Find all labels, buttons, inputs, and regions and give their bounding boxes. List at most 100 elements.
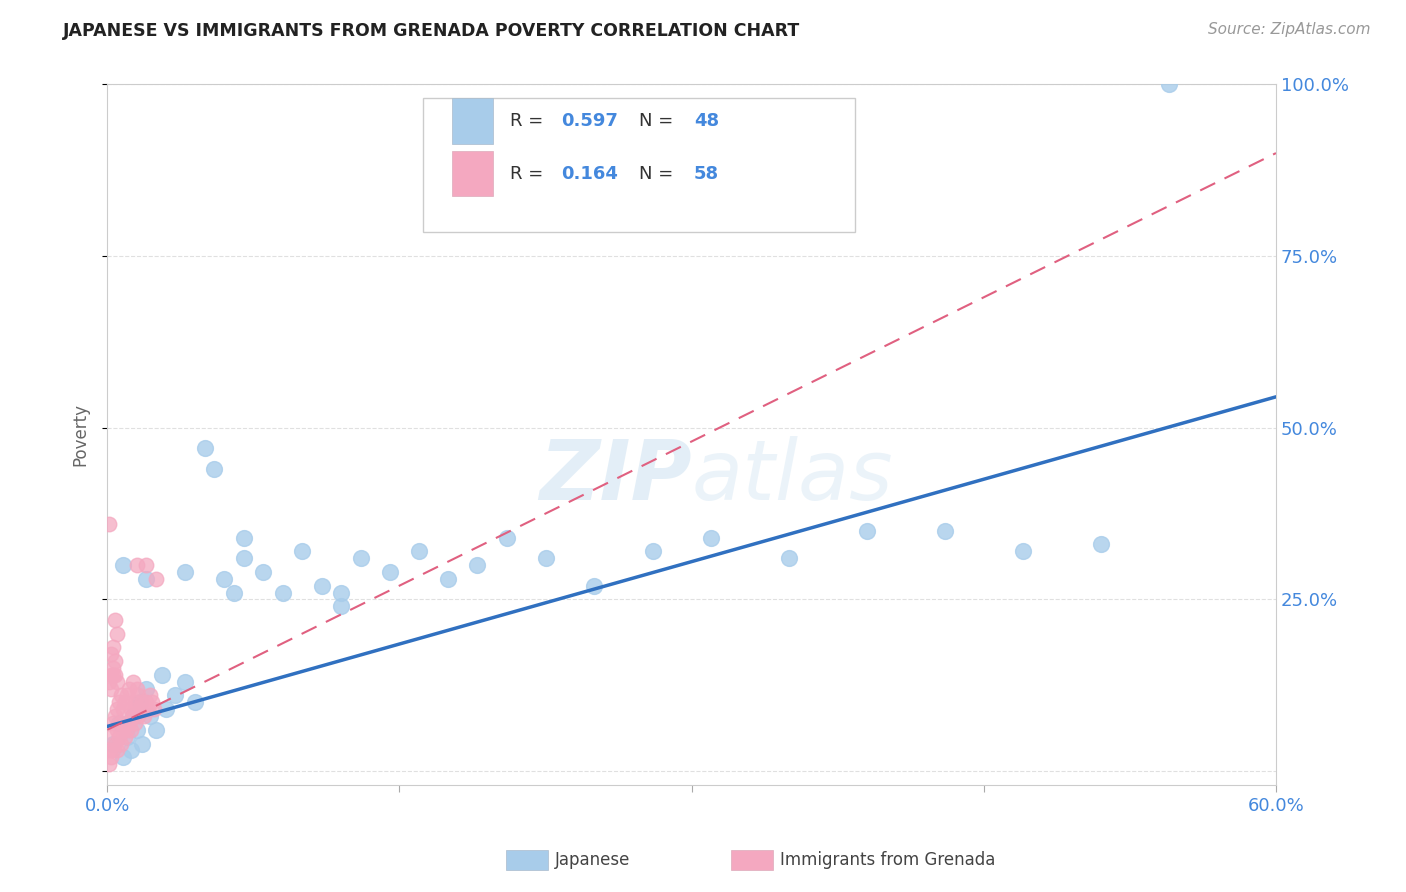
Point (104, 709, 127, 723)
Point (129, 702, 152, 716)
Point (145, 723, 167, 737)
Point (174, 674, 197, 689)
Point (232, 551, 254, 566)
Point (125, 723, 148, 737)
Text: Japanese: Japanese (555, 851, 631, 869)
Text: N =: N = (640, 165, 679, 183)
Point (105, 723, 128, 737)
Point (165, 689, 187, 703)
Point (101, 737, 124, 751)
Point (98, 743, 121, 757)
Point (100, 648, 122, 662)
Point (129, 695, 152, 709)
Text: 48: 48 (695, 112, 718, 130)
Point (330, 585, 353, 599)
Point (101, 661, 124, 675)
Point (110, 737, 132, 751)
Point (124, 695, 146, 709)
Point (125, 681, 148, 696)
Point (108, 730, 131, 744)
Point (135, 558, 157, 572)
Point (330, 599, 353, 614)
Point (104, 654, 127, 668)
Point (100, 681, 122, 696)
Point (271, 585, 294, 599)
Point (222, 585, 245, 599)
Point (204, 462, 226, 476)
FancyBboxPatch shape (423, 98, 855, 232)
Point (534, 551, 557, 566)
Text: JAPANESE VS IMMIGRANTS FROM GRENADA POVERTY CORRELATION CHART: JAPANESE VS IMMIGRANTS FROM GRENADA POVE… (63, 22, 800, 40)
Point (1157, 78, 1180, 92)
Text: R =: R = (510, 112, 550, 130)
Text: 0.597: 0.597 (561, 112, 617, 130)
Point (108, 695, 131, 709)
Point (252, 565, 274, 579)
Text: atlas: atlas (692, 436, 893, 517)
Point (115, 730, 138, 744)
Point (232, 531, 254, 545)
Point (778, 551, 800, 566)
Point (135, 695, 157, 709)
Point (115, 689, 138, 703)
Text: Immigrants from Grenada: Immigrants from Grenada (780, 851, 995, 869)
Point (700, 531, 723, 545)
Point (111, 558, 134, 572)
Point (111, 702, 134, 716)
Point (110, 715, 132, 730)
Point (311, 579, 333, 593)
FancyBboxPatch shape (453, 98, 494, 144)
Point (291, 544, 314, 558)
Point (184, 695, 207, 709)
Point (125, 558, 148, 572)
Point (641, 544, 664, 558)
Point (121, 709, 143, 723)
Point (98, 516, 121, 531)
Point (194, 442, 217, 456)
Point (108, 715, 131, 730)
Point (104, 737, 127, 751)
Point (104, 668, 127, 682)
Point (437, 572, 460, 586)
Point (135, 572, 157, 586)
Point (1011, 544, 1033, 558)
Point (118, 681, 141, 696)
Point (98, 757, 121, 772)
Point (105, 626, 128, 640)
Point (104, 613, 127, 627)
Point (212, 572, 235, 586)
Point (127, 689, 149, 703)
Point (139, 689, 162, 703)
Point (101, 715, 124, 730)
Point (145, 572, 167, 586)
Point (114, 695, 136, 709)
Point (174, 565, 197, 579)
Text: Source: ZipAtlas.com: Source: ZipAtlas.com (1208, 22, 1371, 37)
Point (150, 668, 173, 682)
Text: R =: R = (510, 165, 550, 183)
Point (111, 723, 134, 737)
Text: 58: 58 (695, 165, 718, 183)
Point (141, 695, 163, 709)
Point (118, 715, 141, 730)
Point (105, 702, 128, 716)
Point (349, 551, 371, 566)
Point (105, 743, 128, 757)
Point (101, 668, 124, 682)
Point (98, 674, 121, 689)
Point (583, 579, 606, 593)
Point (114, 730, 136, 744)
Point (124, 715, 146, 730)
Point (120, 723, 142, 737)
Point (100, 730, 122, 744)
Point (495, 531, 517, 545)
Text: N =: N = (640, 112, 679, 130)
Text: ZIP: ZIP (538, 436, 692, 517)
Point (100, 750, 122, 764)
Point (101, 743, 124, 757)
Point (136, 702, 159, 716)
Point (121, 709, 143, 723)
Y-axis label: Poverty: Poverty (72, 403, 89, 467)
Point (120, 743, 142, 757)
Point (115, 723, 138, 737)
